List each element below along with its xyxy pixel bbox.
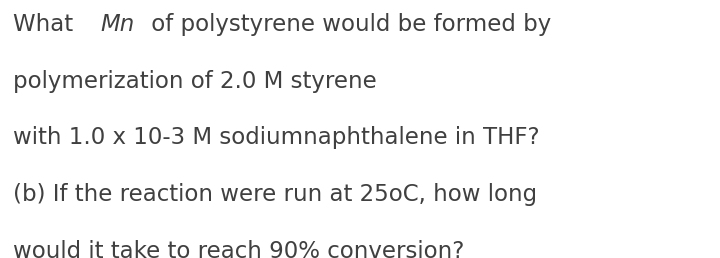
- Text: (b) If the reaction were run at 25oC, how long: (b) If the reaction were run at 25oC, ho…: [13, 183, 537, 206]
- Text: with 1.0 x 10-3 M sodiumnaphthalene in THF?: with 1.0 x 10-3 M sodiumnaphthalene in T…: [13, 126, 539, 149]
- Text: Mn: Mn: [100, 13, 134, 36]
- Text: What: What: [13, 13, 81, 36]
- Text: of polystyrene would be formed by: of polystyrene would be formed by: [144, 13, 552, 36]
- Text: would it take to reach 90% conversion?: would it take to reach 90% conversion?: [13, 240, 464, 258]
- Text: polymerization of 2.0 M styrene: polymerization of 2.0 M styrene: [13, 70, 377, 93]
